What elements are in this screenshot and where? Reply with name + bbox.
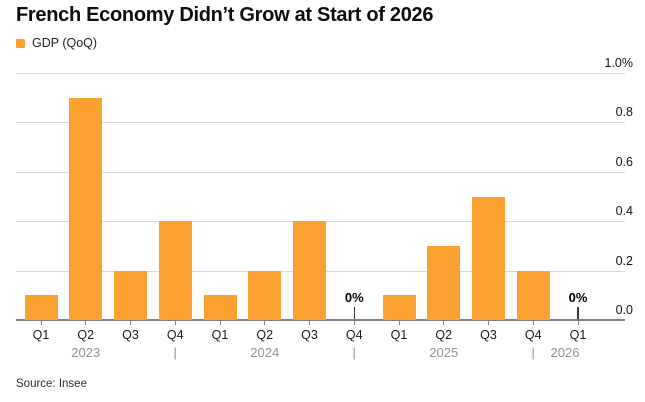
zero-value-label: 0%: [568, 290, 588, 305]
year-label: 2024: [250, 345, 280, 360]
bar: [24, 295, 58, 320]
x-axis-label: Q4: [166, 328, 184, 342]
x-tick: [532, 321, 534, 325]
bar: [114, 270, 147, 320]
x-axis-label: Q2: [435, 328, 453, 342]
zero-value-tick: [577, 307, 579, 319]
chart-title: French Economy Didn’t Grow at Start of 2…: [16, 4, 434, 26]
x-axis-label: Q1: [569, 328, 587, 342]
year-separator: |: [173, 345, 177, 360]
bar: [472, 196, 505, 320]
y-axis-label: 0.0: [615, 303, 633, 317]
x-axis-label: Q3: [480, 328, 497, 342]
bar: [293, 221, 326, 320]
x-axis-label: Q3: [301, 328, 318, 342]
y-axis-label: 0.6: [615, 154, 633, 169]
x-axis-label: Q1: [390, 328, 408, 342]
x-tick: [174, 321, 176, 325]
y-axis-label: 0.4: [615, 204, 633, 219]
legend: GDP (QoQ): [16, 36, 97, 50]
y-axis-label: 0.8: [615, 105, 633, 120]
bar: [69, 97, 103, 320]
year-label: 2023: [71, 345, 101, 360]
bar: [158, 221, 192, 320]
bar: [203, 295, 237, 320]
year-label: 2025: [429, 345, 459, 360]
zero-value-label: 0%: [344, 290, 364, 305]
gridline: [16, 122, 625, 124]
x-tick: [85, 321, 87, 325]
x-tick: [264, 321, 266, 325]
x-tick: [398, 321, 400, 325]
x-tick: [577, 321, 579, 325]
x-axis-label: Q4: [345, 328, 363, 342]
bar: [516, 270, 550, 320]
y-axis-label: 1.0%: [604, 56, 634, 70]
x-tick: [353, 321, 355, 325]
x-axis-label: Q3: [122, 328, 139, 342]
x-axis-label: Q2: [256, 328, 274, 342]
bar: [427, 245, 461, 320]
bar: [382, 295, 416, 320]
year-separator: |: [531, 345, 535, 360]
x-tick: [219, 321, 221, 325]
x-tick: [309, 321, 310, 325]
x-tick: [443, 321, 445, 325]
source-note: Source: Insee: [16, 378, 87, 390]
y-axis-label: 0.2: [615, 253, 633, 268]
legend-label: GDP (QoQ): [32, 36, 98, 50]
zero-value-tick: [353, 307, 355, 319]
gridline: [16, 171, 625, 173]
x-tick: [488, 321, 489, 325]
bar: [248, 270, 282, 320]
x-tick: [40, 321, 42, 325]
legend-swatch-icon: [16, 38, 25, 48]
x-axis-label: Q4: [524, 328, 542, 342]
x-axis-label: Q1: [32, 328, 50, 342]
x-axis-label: Q2: [77, 328, 95, 342]
x-tick: [130, 321, 131, 325]
year-separator: |: [352, 345, 356, 360]
year-label: 2026: [550, 345, 580, 360]
gridline: [16, 73, 625, 74]
x-axis-label: Q1: [211, 328, 229, 342]
x-axis-line: [16, 319, 625, 321]
